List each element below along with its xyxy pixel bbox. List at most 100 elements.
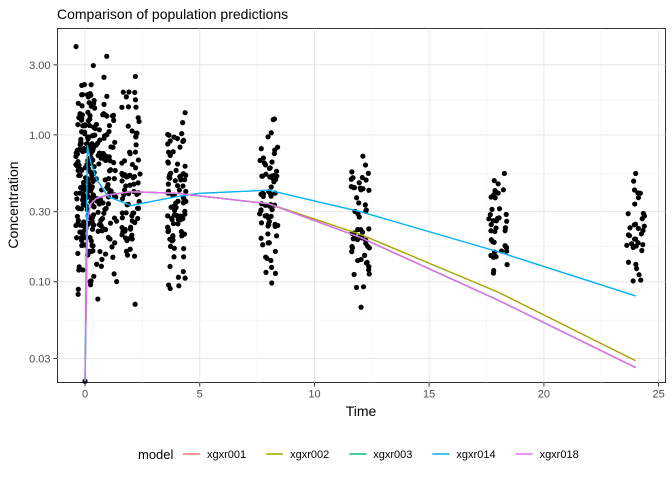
observation-point [351, 271, 357, 278]
observation-point [132, 301, 138, 307]
observation-point [132, 165, 139, 171]
observation-point [491, 178, 497, 184]
observation-point [625, 211, 631, 217]
observation-point [89, 184, 95, 190]
observation-point [627, 225, 633, 231]
observation-point [632, 236, 639, 242]
observation-point [134, 205, 141, 211]
observation-point [366, 271, 372, 277]
observation-point [356, 200, 362, 206]
observation-point [170, 237, 176, 243]
observation-point [121, 158, 128, 164]
observation-point [104, 53, 110, 59]
observation-point [129, 128, 135, 134]
observation-point [502, 243, 508, 249]
observation-point [175, 274, 182, 280]
observation-point [87, 143, 93, 149]
observation-point [264, 255, 270, 261]
observation-point [107, 236, 113, 242]
observation-point [272, 248, 278, 255]
observation-point [269, 280, 275, 286]
observation-point [488, 237, 494, 243]
observation-point [125, 123, 131, 129]
observation-point [73, 190, 79, 197]
observation-point [107, 158, 113, 164]
observation-point [133, 104, 139, 110]
observation-point [637, 190, 643, 196]
observation-point [79, 82, 85, 88]
observation-point [365, 170, 371, 176]
observation-point [269, 173, 275, 179]
observation-point [640, 210, 646, 217]
observation-point [632, 221, 639, 227]
observation-point [95, 209, 101, 215]
y-axis-title: Concentration [5, 161, 21, 248]
observation-point [174, 135, 180, 142]
observation-point [488, 194, 494, 200]
observation-point [268, 184, 274, 190]
observation-point [257, 157, 263, 164]
observation-point [82, 197, 88, 204]
observation-point [273, 233, 280, 239]
observation-point [258, 220, 265, 226]
observation-point [127, 182, 133, 188]
observation-point [635, 195, 642, 201]
observation-point [502, 228, 508, 234]
observation-point [88, 278, 94, 284]
observation-point [127, 151, 133, 157]
observation-point [132, 97, 139, 103]
observation-point [106, 175, 112, 182]
observation-point [358, 187, 364, 193]
observation-point [105, 186, 111, 192]
observation-point [103, 205, 109, 211]
observation-point [634, 265, 640, 272]
observation-point [85, 109, 91, 115]
observation-point [135, 157, 141, 163]
observation-point [487, 212, 493, 218]
observation-point [631, 187, 638, 193]
observation-point [90, 203, 96, 209]
observation-point [633, 243, 639, 249]
observation-point [119, 178, 125, 184]
observation-point [96, 161, 102, 167]
observation-point [178, 177, 184, 183]
observation-point [119, 224, 125, 231]
observation-point [79, 229, 85, 235]
observation-point [167, 243, 174, 249]
observation-point [135, 115, 141, 121]
observation-point [99, 215, 106, 222]
observation-point [97, 137, 103, 143]
observation-point [488, 228, 494, 234]
observation-point [79, 103, 85, 109]
observation-point [182, 211, 188, 217]
legend-title: model [138, 447, 174, 462]
observation-point [123, 183, 129, 189]
observation-point [353, 284, 360, 291]
observation-point [181, 246, 187, 252]
observation-point [128, 224, 134, 230]
observed-points [73, 43, 648, 384]
observation-point [258, 208, 264, 214]
observation-point [75, 100, 81, 106]
observation-point [93, 121, 100, 128]
chart-title: Comparison of population predictions [57, 6, 288, 22]
observation-point [165, 131, 171, 138]
observation-point [95, 228, 101, 234]
observation-point [85, 193, 91, 199]
x-tick-label: 25 [652, 389, 664, 401]
observation-point [98, 263, 104, 269]
observation-point [268, 130, 274, 136]
observation-point [632, 201, 638, 207]
observation-point [129, 236, 135, 242]
observation-point [504, 218, 510, 224]
observation-point [504, 248, 510, 254]
observation-point [183, 188, 189, 195]
observation-point [167, 263, 173, 270]
y-tick-label: 0.03 [29, 354, 50, 366]
observation-point [131, 181, 137, 187]
observation-point [177, 144, 183, 150]
observation-point [640, 242, 646, 248]
x-tick-label: 20 [538, 389, 550, 401]
observation-point [101, 74, 107, 80]
